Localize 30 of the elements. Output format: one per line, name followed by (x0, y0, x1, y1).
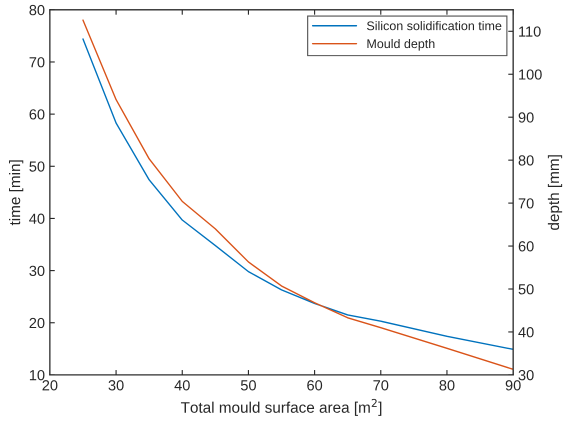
x-tick-label: 60 (307, 380, 322, 390)
y2-tick-label: 110 (519, 26, 541, 37)
x-tick-label: 30 (108, 380, 124, 390)
y2-tick-label: 30 (518, 370, 534, 380)
legend-label: Mould depth (367, 38, 434, 51)
legend-label: Silicon solidification time (366, 21, 502, 30)
y-tick-label: 30 (29, 266, 44, 276)
x-tick-label: 90 (506, 380, 521, 390)
y2-tick-label: 90 (518, 112, 534, 123)
x-tick-label: 80 (439, 380, 454, 390)
y2-tick-label: 40 (518, 327, 534, 338)
y2-axis-title: depth [mm] (548, 155, 562, 230)
y-tick-label: 50 (29, 161, 44, 172)
y-tick-label: 20 (30, 318, 44, 328)
y-tick-label: 60 (30, 109, 44, 120)
y-axis-title: time [min] (9, 160, 24, 226)
y-tick-label: 70 (30, 57, 44, 68)
y-tick-label: 40 (29, 214, 44, 224)
y2-tick-label: 50 (518, 284, 534, 294)
y2-tick-label: 70 (518, 198, 534, 209)
x-tick-label: 70 (373, 380, 388, 390)
x-tick-label: 40 (174, 380, 190, 390)
x-tick-label: 20 (42, 380, 58, 390)
y2-tick-label: 80 (518, 155, 534, 166)
y-tick-label: 10 (30, 370, 44, 380)
x-axis-title: Total mould surface area [m$^{2}$] (180, 398, 382, 416)
y-tick-label: 80 (29, 4, 44, 16)
y2-tick-label: 100 (519, 69, 542, 80)
x-tick-label: 50 (240, 380, 256, 390)
y2-tick-label: 60 (518, 241, 534, 252)
